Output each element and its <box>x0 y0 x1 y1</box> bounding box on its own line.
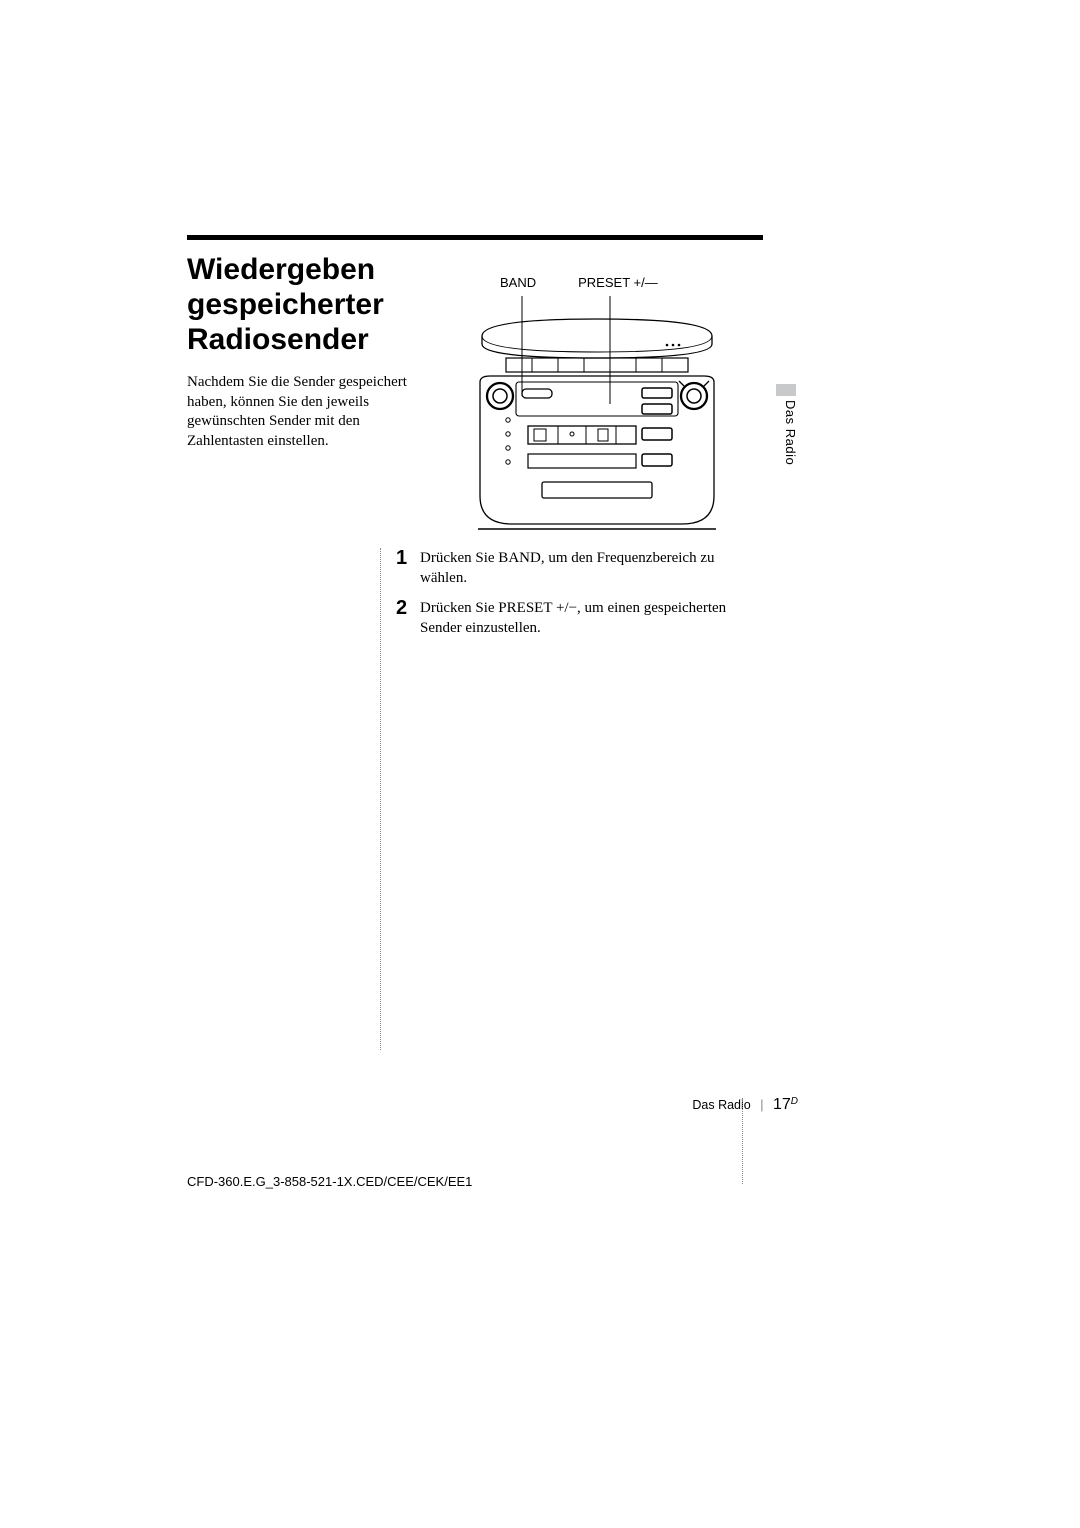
page-title: Wiedergeben gespeicherter Radiosender <box>187 252 384 357</box>
page-sup: D <box>791 1096 798 1107</box>
footer-sep: | <box>760 1098 763 1112</box>
v-rule-left <box>380 548 381 1050</box>
step-text: Drücken Sie BAND, um den Frequenzbereich… <box>420 548 746 588</box>
title-line: Wiedergeben <box>187 253 375 286</box>
section-rule <box>187 235 763 240</box>
radio-illustration <box>472 296 722 536</box>
diagram-label-preset: PRESET +/— <box>578 275 658 290</box>
title-line: gespeicherter <box>187 288 384 321</box>
radio-diagram: BAND PRESET +/— <box>472 275 762 536</box>
step-item: 2 Drücken Sie PRESET +/−, um einen gespe… <box>396 598 746 638</box>
footer-right: Das Radio | 17D <box>692 1096 798 1114</box>
title-line: Radiosender <box>187 323 369 356</box>
thumb-tab-bar <box>776 384 796 396</box>
steps-list: 1 Drücken Sie BAND, um den Frequenzberei… <box>396 548 746 648</box>
step-text: Drücken Sie PRESET +/−, um einen gespeic… <box>420 598 746 638</box>
thumb-tab-label: Das Radio <box>783 400 798 465</box>
step-number: 1 <box>396 548 420 588</box>
page-number: 17 <box>773 1096 791 1113</box>
diagram-label-band: BAND <box>500 275 536 290</box>
v-rule-right <box>742 1098 743 1184</box>
footer-code: CFD-360.E.G_3-858-521-1X.CED/CEE/CEK/EE1 <box>187 1174 472 1189</box>
step-item: 1 Drücken Sie BAND, um den Frequenzberei… <box>396 548 746 588</box>
step-number: 2 <box>396 598 420 638</box>
intro-text: Nachdem Sie die Sender gespeichert haben… <box>187 373 437 451</box>
